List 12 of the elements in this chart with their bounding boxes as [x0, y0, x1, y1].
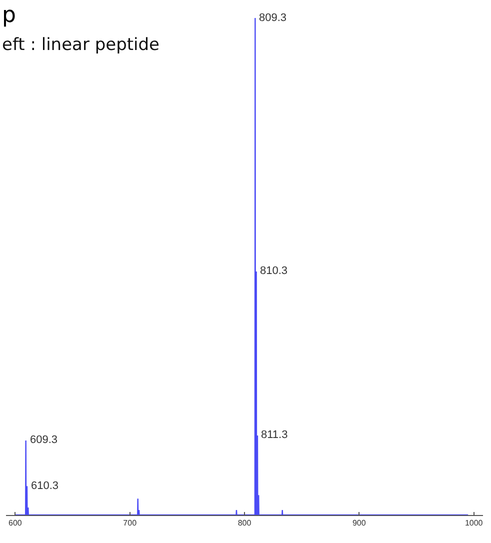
x-tick-label: 800: [238, 518, 252, 528]
text: eft : linear peptide: [2, 35, 160, 55]
annotation: 610.3: [31, 480, 59, 492]
annotation: 811.3: [261, 429, 288, 441]
x-tick-label: 1000: [464, 518, 484, 528]
x-tick-label: 900: [352, 518, 366, 528]
chart-title: p: [2, 3, 16, 28]
x-tick-label: 700: [123, 518, 138, 528]
annotation: 609.3: [30, 434, 58, 446]
annotation: 810.3: [260, 265, 288, 277]
x-tick-label: 600: [8, 518, 22, 528]
annotation: 809.3: [259, 12, 287, 24]
